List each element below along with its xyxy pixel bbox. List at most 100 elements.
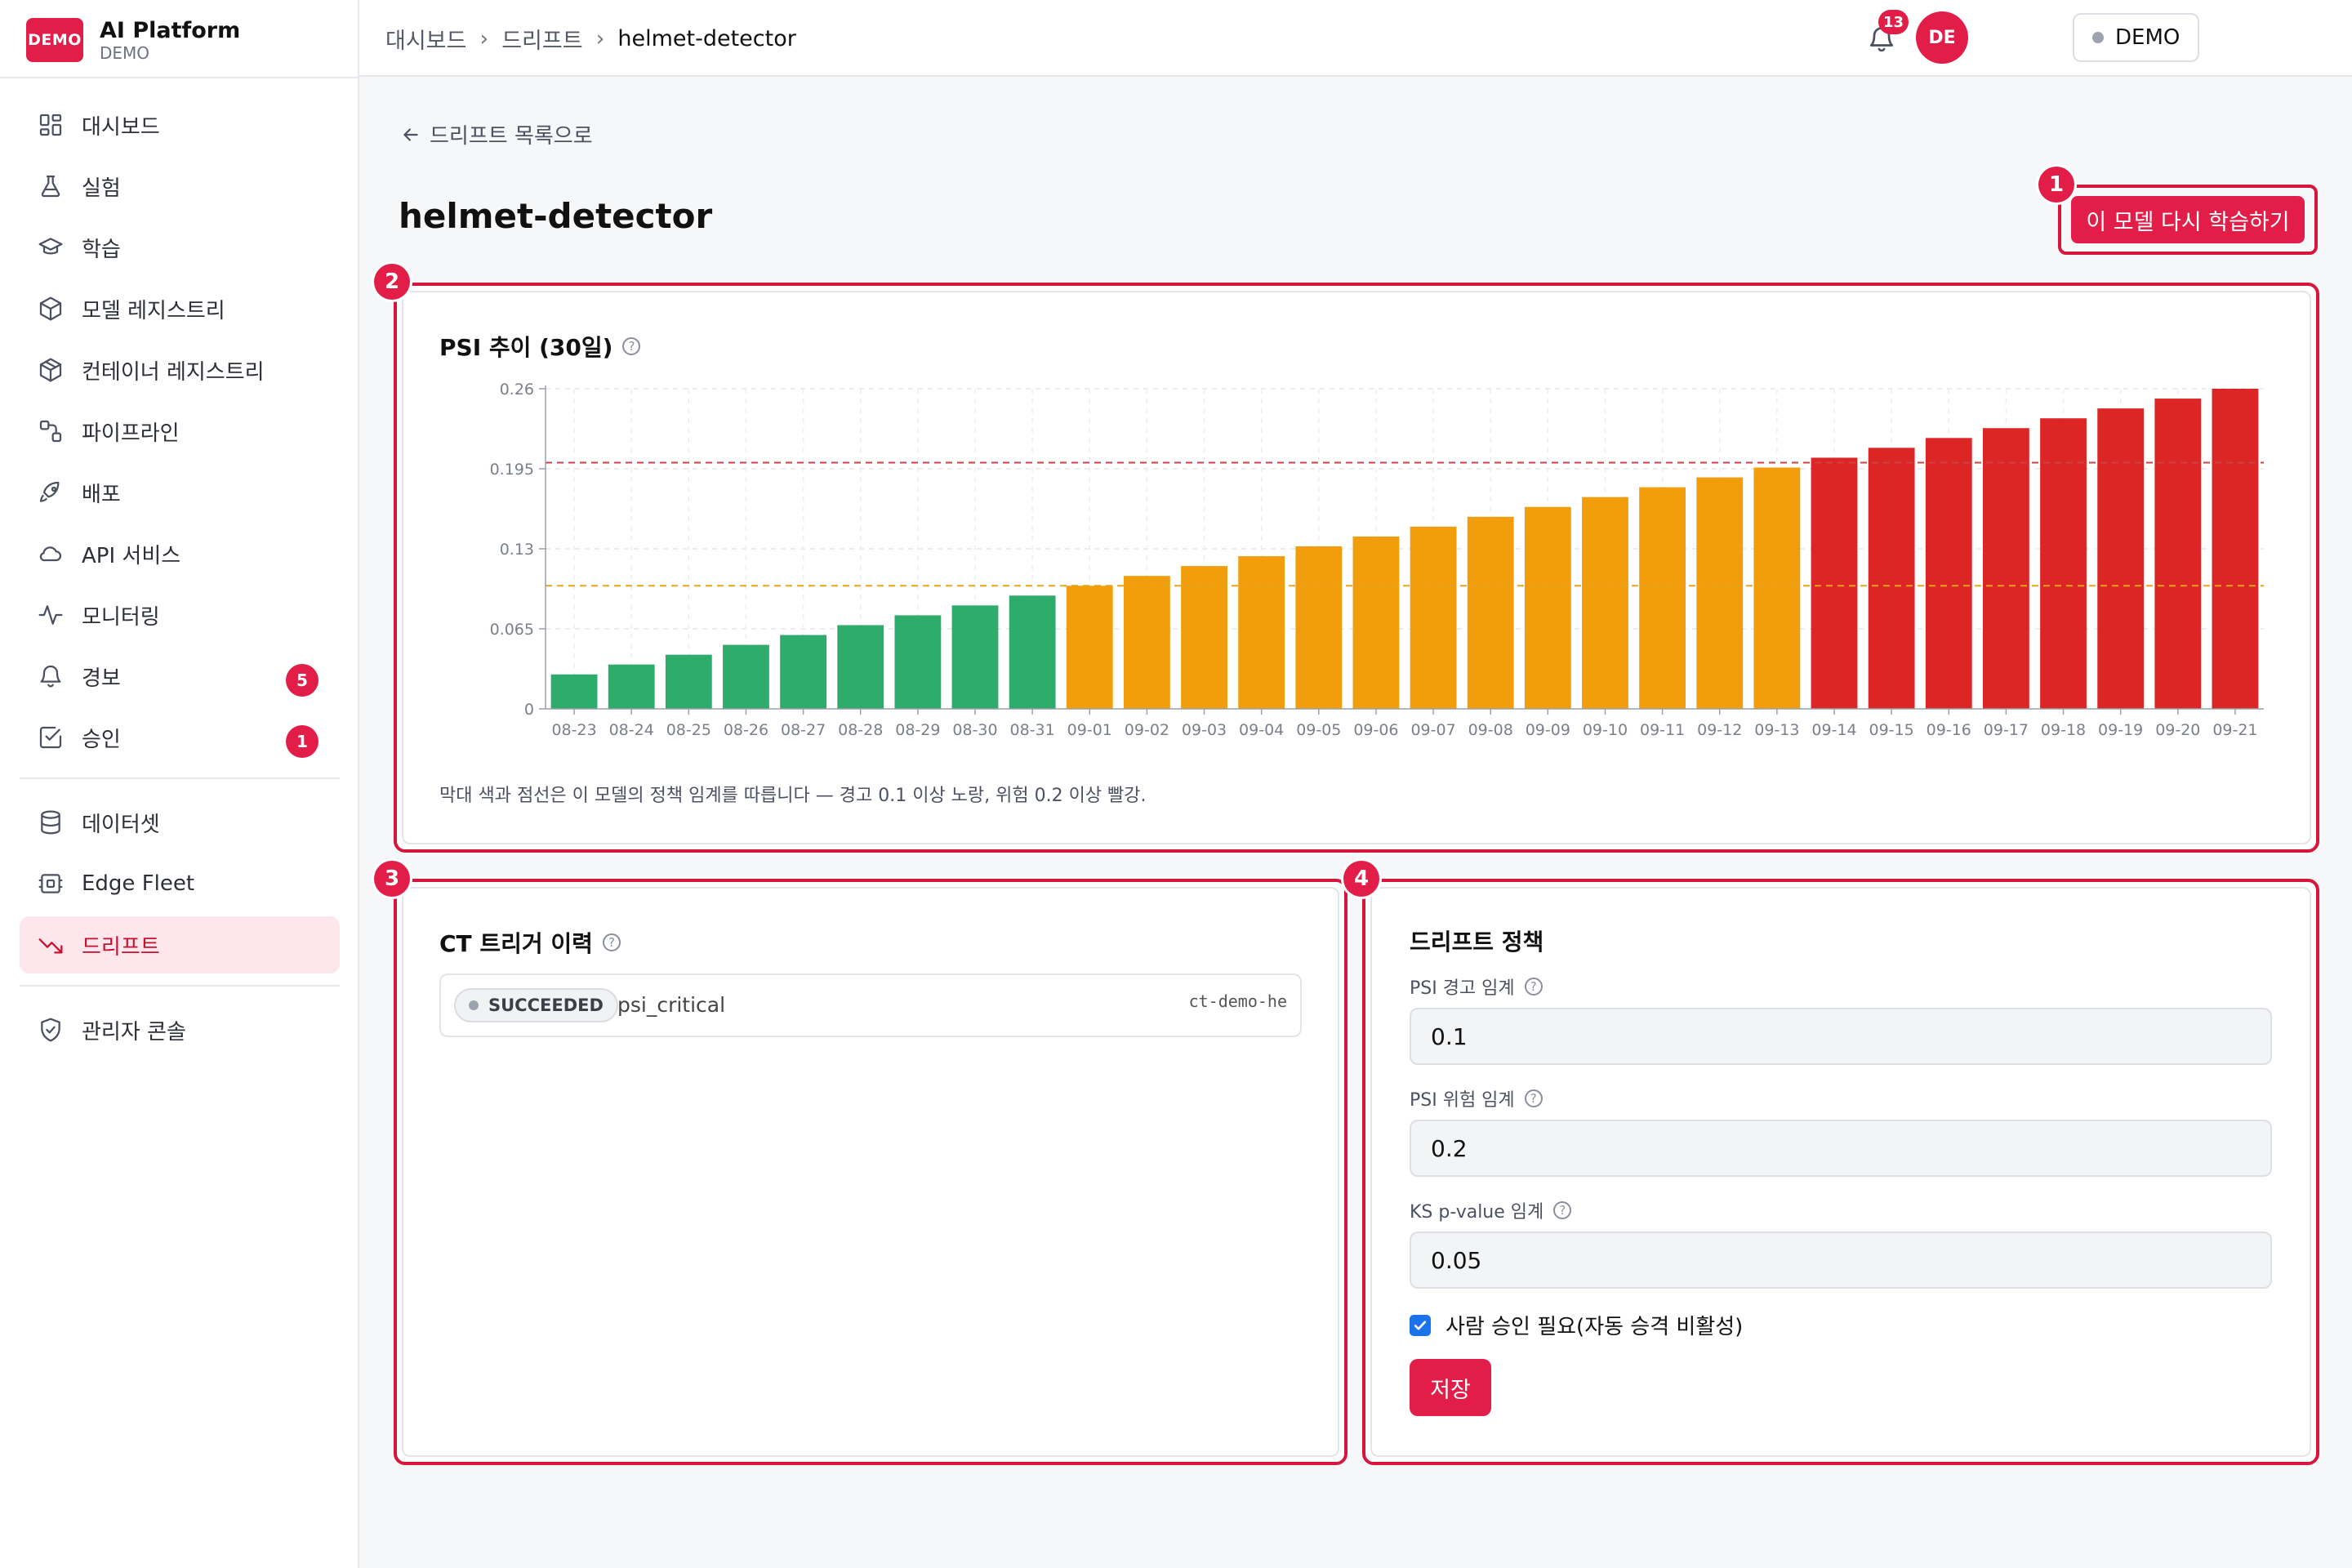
psi-bar: [1181, 566, 1227, 709]
psi-card-title: PSI 추이 (30일) ?: [439, 330, 641, 363]
sidebar-item-label: 파이프라인: [82, 421, 180, 446]
topbar: 대시보드 › 드리프트 › helmet-detector DEMO: [359, 0, 2352, 77]
ct-card-title: CT 트리거 이력 ?: [439, 926, 621, 959]
retrain-button[interactable]: 이 모델 다시 학습하기: [2071, 196, 2305, 243]
sidebar-item-box[interactable]: 컨테이너 레지스트리: [20, 341, 340, 399]
flask-icon: [38, 173, 64, 199]
sidebar-item-label: 배포: [82, 482, 121, 507]
ct-trigger-row[interactable]: SUCCEEDED psi_critical ct-demo-he: [439, 973, 1302, 1037]
sidebar-item-flask[interactable]: 실험: [20, 158, 340, 215]
sidebar-divider: [20, 777, 340, 779]
help-icon[interactable]: ?: [622, 337, 641, 355]
psi-bar: [1639, 487, 1686, 709]
save-button[interactable]: 저장: [1410, 1359, 1491, 1416]
x-tick-label: 09-14: [1811, 721, 1856, 739]
psi-bar: [1811, 457, 1858, 709]
psi-warning-label: PSI 경고 임계 ?: [1410, 973, 1543, 1000]
sidebar-item-cloud[interactable]: API 서비스: [20, 525, 340, 582]
sidebar-item-label: 모델 레지스트리: [82, 298, 225, 323]
ct-card-title-text: CT 트리거 이력: [439, 930, 593, 957]
sidebar-item-database[interactable]: 데이터셋: [20, 794, 340, 851]
psi-bar: [1582, 497, 1628, 709]
x-tick-label: 08-24: [609, 721, 654, 739]
graduation-cap-icon: [38, 234, 64, 261]
sidebar-item-label: API 서비스: [82, 543, 181, 568]
notification-badge: 13: [1878, 10, 1909, 34]
y-tick-label: 0.26: [500, 381, 534, 399]
breadcrumb-dashboard[interactable]: 대시보드: [385, 29, 467, 54]
sidebar-item-graduation-cap[interactable]: 학습: [20, 219, 340, 276]
sidebar-item-trending-down[interactable]: 드리프트: [20, 916, 340, 973]
y-tick-label: 0.065: [490, 621, 534, 639]
sidebar-item-label: 경보: [82, 666, 121, 691]
psi-critical-input[interactable]: [1410, 1120, 2272, 1177]
help-icon[interactable]: ?: [602, 933, 621, 951]
status-dot-icon: [2092, 32, 2104, 43]
help-icon[interactable]: ?: [1524, 1089, 1543, 1107]
pipeline-icon: [38, 418, 64, 444]
x-tick-label: 09-19: [2098, 721, 2143, 739]
retrain-highlight: 이 모델 다시 학습하기: [2058, 185, 2318, 255]
x-tick-label: 09-06: [1353, 721, 1398, 739]
x-tick-label: 09-07: [1410, 721, 1455, 739]
sidebar-item-pipeline[interactable]: 파이프라인: [20, 403, 340, 460]
x-tick-label: 09-04: [1239, 721, 1284, 739]
chart-note: 막대 색과 점선은 이 모델의 정책 임계를 따릅니다 — 경고 0.1 이상 …: [439, 786, 1147, 806]
callout-3: 3: [374, 861, 410, 897]
status-dot-icon: [469, 1000, 479, 1010]
sidebar-item-check-square[interactable]: 승인 1: [20, 709, 340, 766]
psi-bar: [1982, 428, 2029, 709]
sidebar-item-activity[interactable]: 모니터링: [20, 586, 340, 644]
page-title: helmet-detector: [399, 196, 713, 236]
trending-down-icon: [38, 932, 64, 958]
breadcrumb-current: helmet-detector: [617, 26, 796, 51]
brand[interactable]: DEMO AI Platform DEMO: [26, 18, 240, 62]
database-icon: [38, 809, 64, 835]
avatar[interactable]: DE: [1916, 11, 1968, 64]
x-tick-label: 09-15: [1869, 721, 1914, 739]
sidebar-item-shield[interactable]: 관리자 콘솔: [20, 1001, 340, 1058]
psi-bar: [723, 644, 769, 709]
psi-bar: [1066, 586, 1113, 709]
approval-checkbox-row[interactable]: 사람 승인 필요(자동 승격 비활성): [1410, 1310, 1743, 1340]
environment-selector[interactable]: DEMO: [2073, 13, 2200, 62]
x-tick-label: 09-05: [1296, 721, 1341, 739]
shield-icon: [38, 1017, 64, 1043]
arrow-left-icon: [403, 127, 418, 141]
y-tick-label: 0.13: [500, 541, 534, 559]
brand-subtitle: DEMO: [100, 43, 150, 63]
psi-bar: [1238, 556, 1285, 709]
approval-checkbox[interactable]: [1410, 1314, 1431, 1336]
psi-bar: [1925, 438, 1972, 709]
x-tick-label: 09-17: [1984, 721, 2029, 739]
policy-card-title: 드리프트 정책: [1410, 929, 1544, 956]
x-tick-label: 08-31: [1010, 721, 1055, 739]
psi-bar: [1868, 448, 1915, 709]
help-icon[interactable]: ?: [1524, 978, 1543, 996]
dashboard-icon: [38, 112, 64, 138]
callout-2: 2: [374, 264, 410, 300]
ks-pvalue-label-text: KS p-value 임계: [1410, 1202, 1544, 1223]
sidebar-item-cube[interactable]: 모델 레지스트리: [20, 280, 340, 337]
sidebar-item-dashboard[interactable]: 대시보드: [20, 96, 340, 154]
sidebar-item-bell[interactable]: 경보 5: [20, 648, 340, 705]
x-tick-label: 08-29: [895, 721, 940, 739]
ks-pvalue-input[interactable]: [1410, 1232, 2272, 1289]
psi-warning-input[interactable]: [1410, 1008, 2272, 1065]
psi-bar: [550, 674, 598, 709]
x-tick-label: 08-30: [952, 721, 997, 739]
x-tick-label: 08-25: [666, 721, 711, 739]
sidebar-item-label: 데이터셋: [82, 812, 160, 837]
sidebar-item-rocket[interactable]: 배포: [20, 464, 340, 521]
sidebar-item-label: 모니터링: [82, 604, 160, 630]
psi-bar: [1410, 526, 1457, 709]
bell-icon: [38, 663, 64, 689]
sidebar-divider: [20, 985, 340, 987]
psi-bar: [1467, 516, 1514, 709]
help-icon[interactable]: ?: [1553, 1201, 1572, 1219]
ct-trigger-card: [394, 879, 1348, 1465]
back-to-drift-list-link[interactable]: 드리프트 목록으로: [400, 119, 593, 149]
sidebar-item-chip[interactable]: Edge Fleet: [20, 855, 340, 912]
breadcrumb-drift[interactable]: 드리프트: [501, 29, 583, 54]
psi-bar: [1696, 477, 1744, 709]
